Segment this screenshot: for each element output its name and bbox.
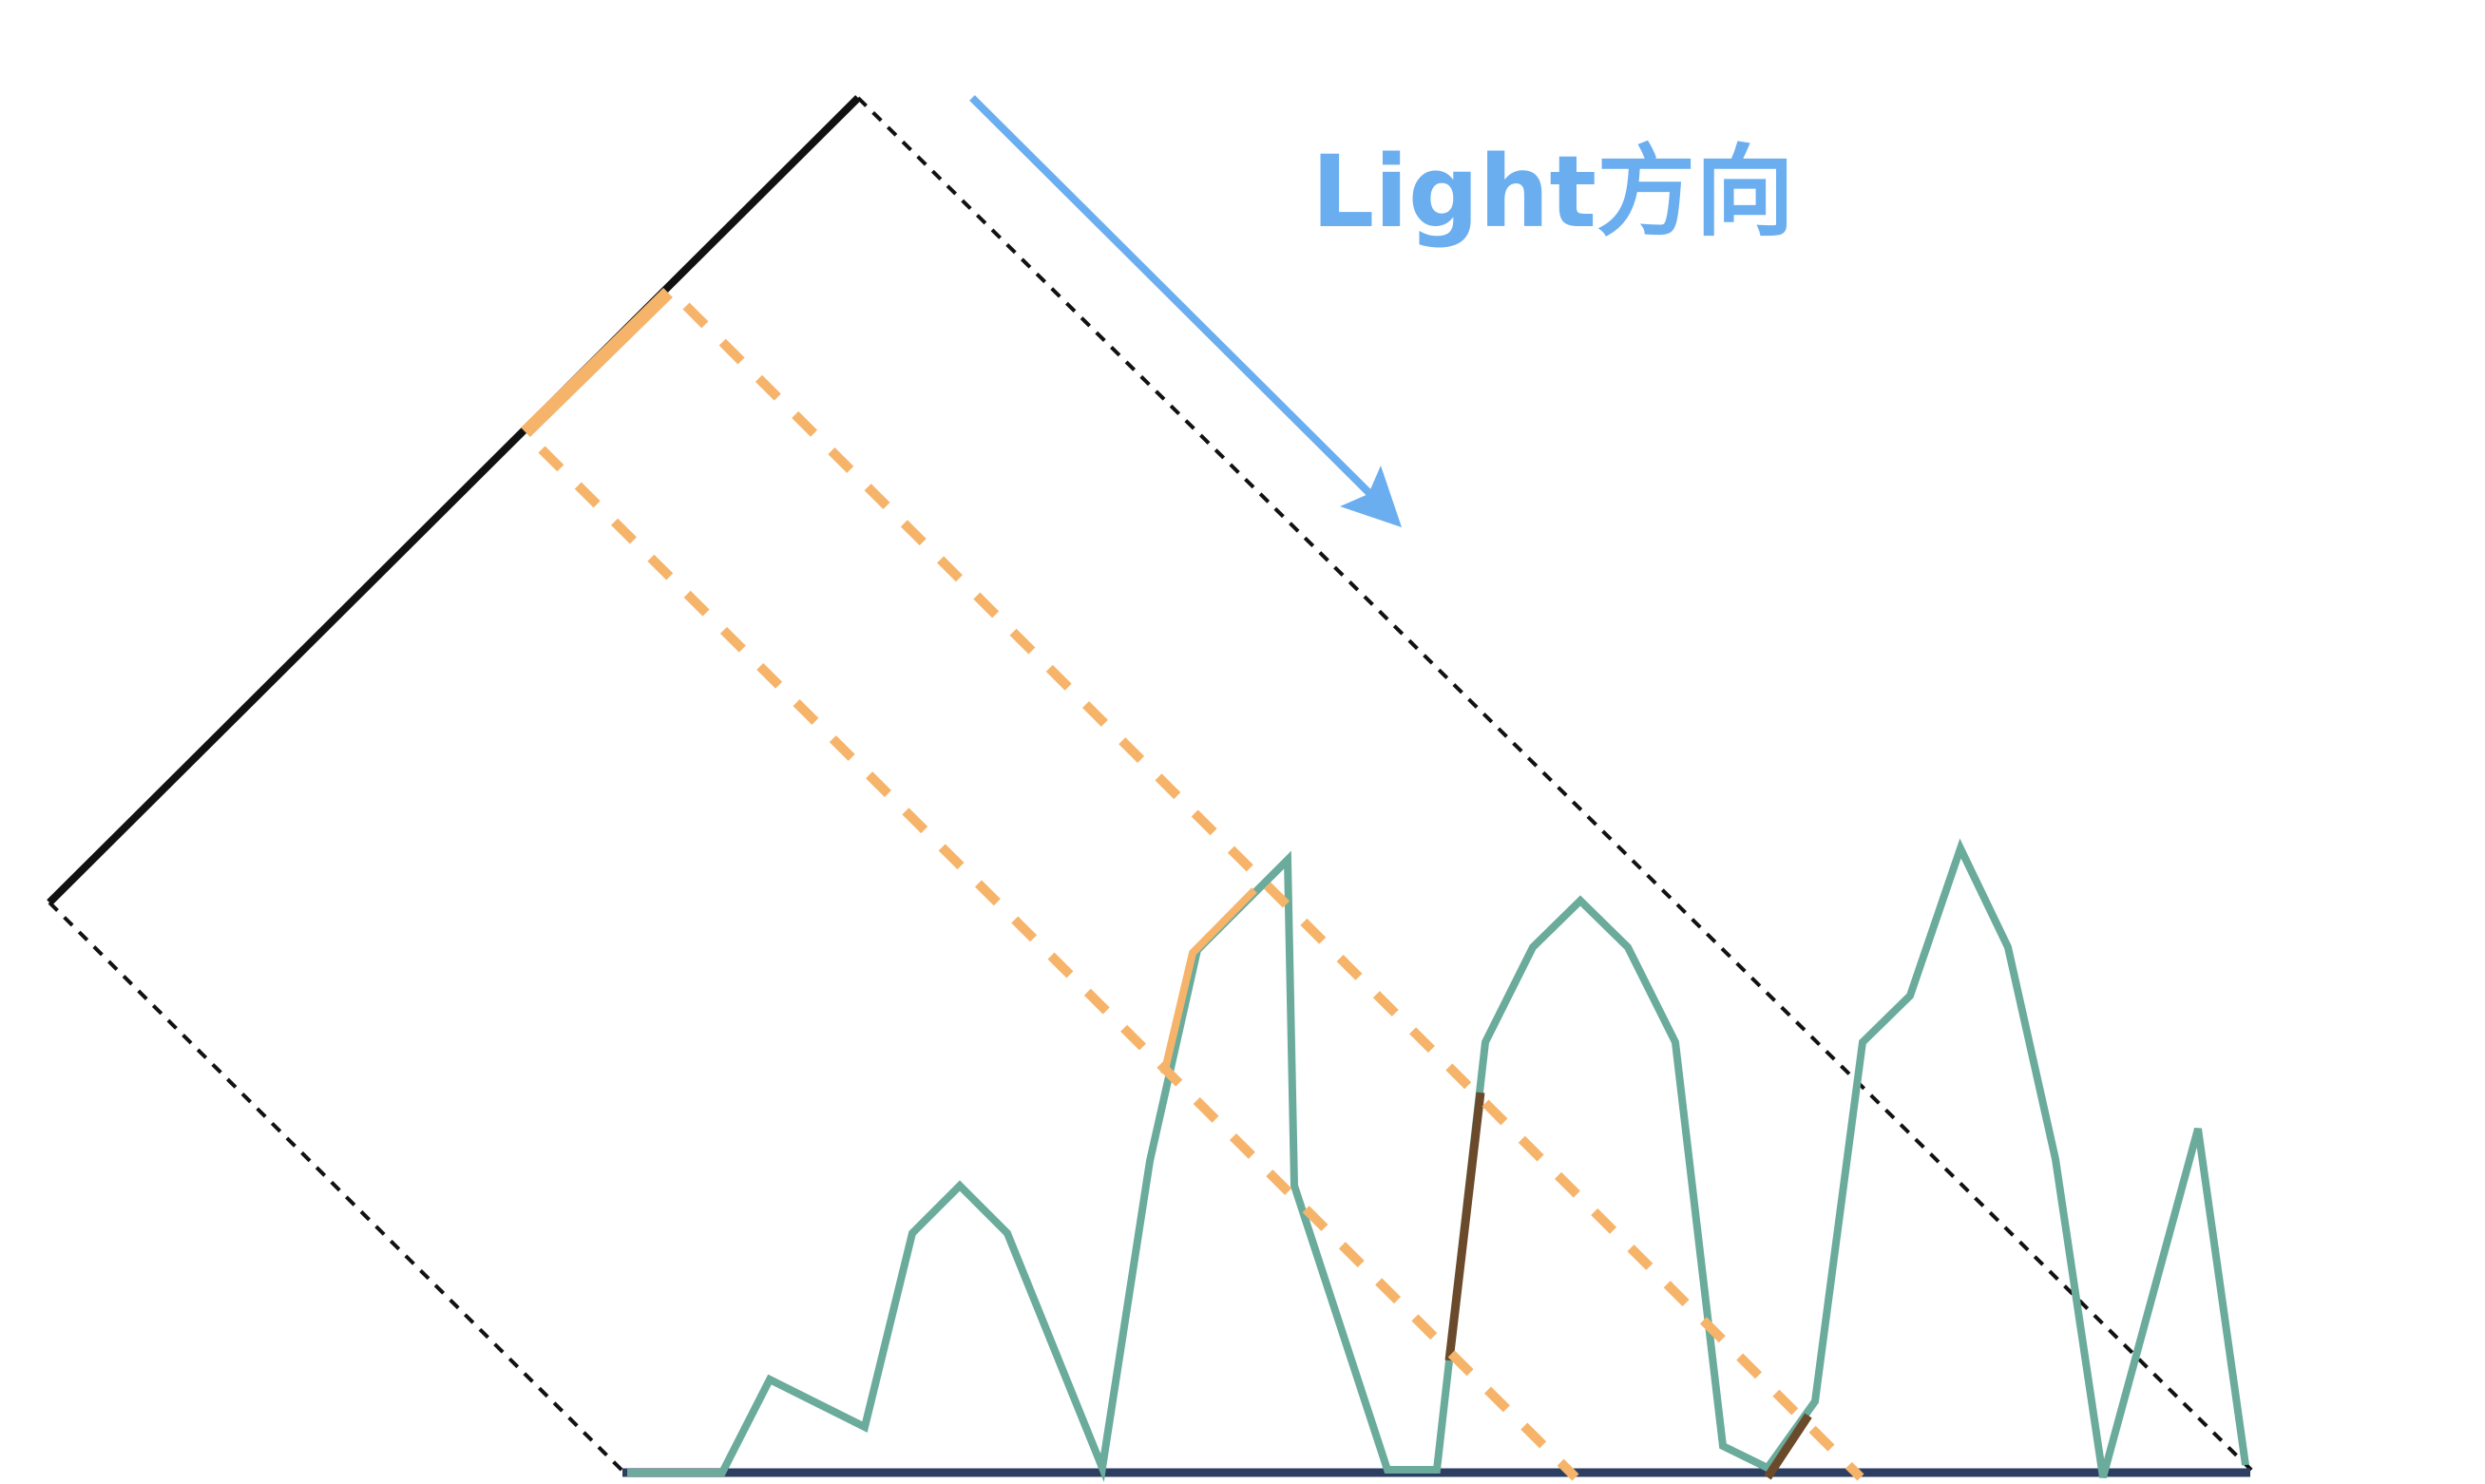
shadow-map-texel — [521, 288, 673, 437]
frustum-boundary-right — [856, 96, 2259, 1477]
light-direction-arrowhead — [1340, 466, 1402, 527]
light-direction-arrow-shaft — [969, 95, 1381, 504]
terrain-profile — [627, 838, 2249, 1482]
shadowed-segment-2 — [1764, 1413, 1812, 1480]
texel-projection-ray-1 — [538, 446, 1579, 1481]
shadowed-segment-1 — [1444, 1092, 1485, 1361]
shadow-map-plane — [47, 95, 861, 905]
frustum-boundary-left — [48, 901, 624, 1473]
light-direction-label: Light方向 — [1311, 134, 1795, 250]
texel-projection-ray-2 — [682, 302, 1864, 1481]
lit-surface-segment — [1160, 887, 1257, 1075]
